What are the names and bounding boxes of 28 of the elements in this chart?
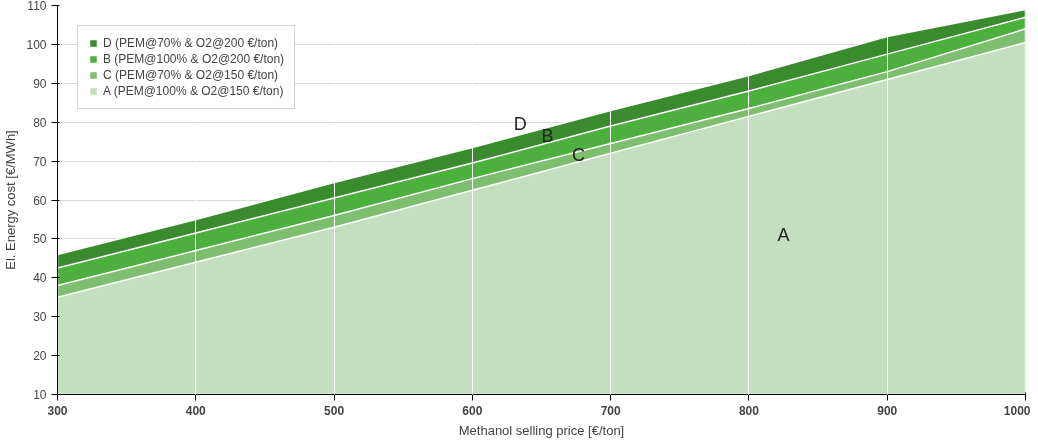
x-tick-label: 700 xyxy=(600,403,621,418)
legend-label: A (PEM@100% & O2@150 €/ton) xyxy=(103,84,284,98)
y-tick-label: 50 xyxy=(33,232,47,247)
y-tick-label: 80 xyxy=(33,115,47,130)
y-axis-title: El. Energy cost [€/MWh] xyxy=(3,130,19,270)
y-tick-label: 90 xyxy=(33,76,47,91)
y-tick-label: 70 xyxy=(33,154,47,169)
y-tick-label: 110 xyxy=(27,0,47,13)
y-tick-label: 60 xyxy=(33,193,47,208)
annotation: D xyxy=(513,113,527,134)
x-axis-title: Methanol selling price [€/ton] xyxy=(458,422,625,438)
y-tick-label: 20 xyxy=(33,349,47,364)
legend-label: B (PEM@100% & O2@200 €/ton) xyxy=(103,52,285,66)
y-tick-label: 30 xyxy=(33,310,47,325)
legend-label: C (PEM@70% & O2@150 €/ton) xyxy=(103,68,279,82)
x-tick-label: 400 xyxy=(185,403,207,418)
x-tick-label: 900 xyxy=(877,403,898,418)
legend-label: D (PEM@70% & O2@200 €/ton) xyxy=(103,36,279,50)
y-tick-label: 40 xyxy=(33,271,47,286)
x-tick-label: 300 xyxy=(47,403,68,418)
x-tick-label: 800 xyxy=(738,403,760,418)
annotation: A xyxy=(777,224,790,245)
y-tick-label: 10 xyxy=(33,388,47,402)
x-tick-label: 1000 xyxy=(1003,403,1031,418)
y-tick-label: 100 xyxy=(26,37,47,52)
annotation: B xyxy=(541,125,554,146)
x-tick-label: 500 xyxy=(324,403,345,418)
x-tick-label: 600 xyxy=(462,403,483,418)
